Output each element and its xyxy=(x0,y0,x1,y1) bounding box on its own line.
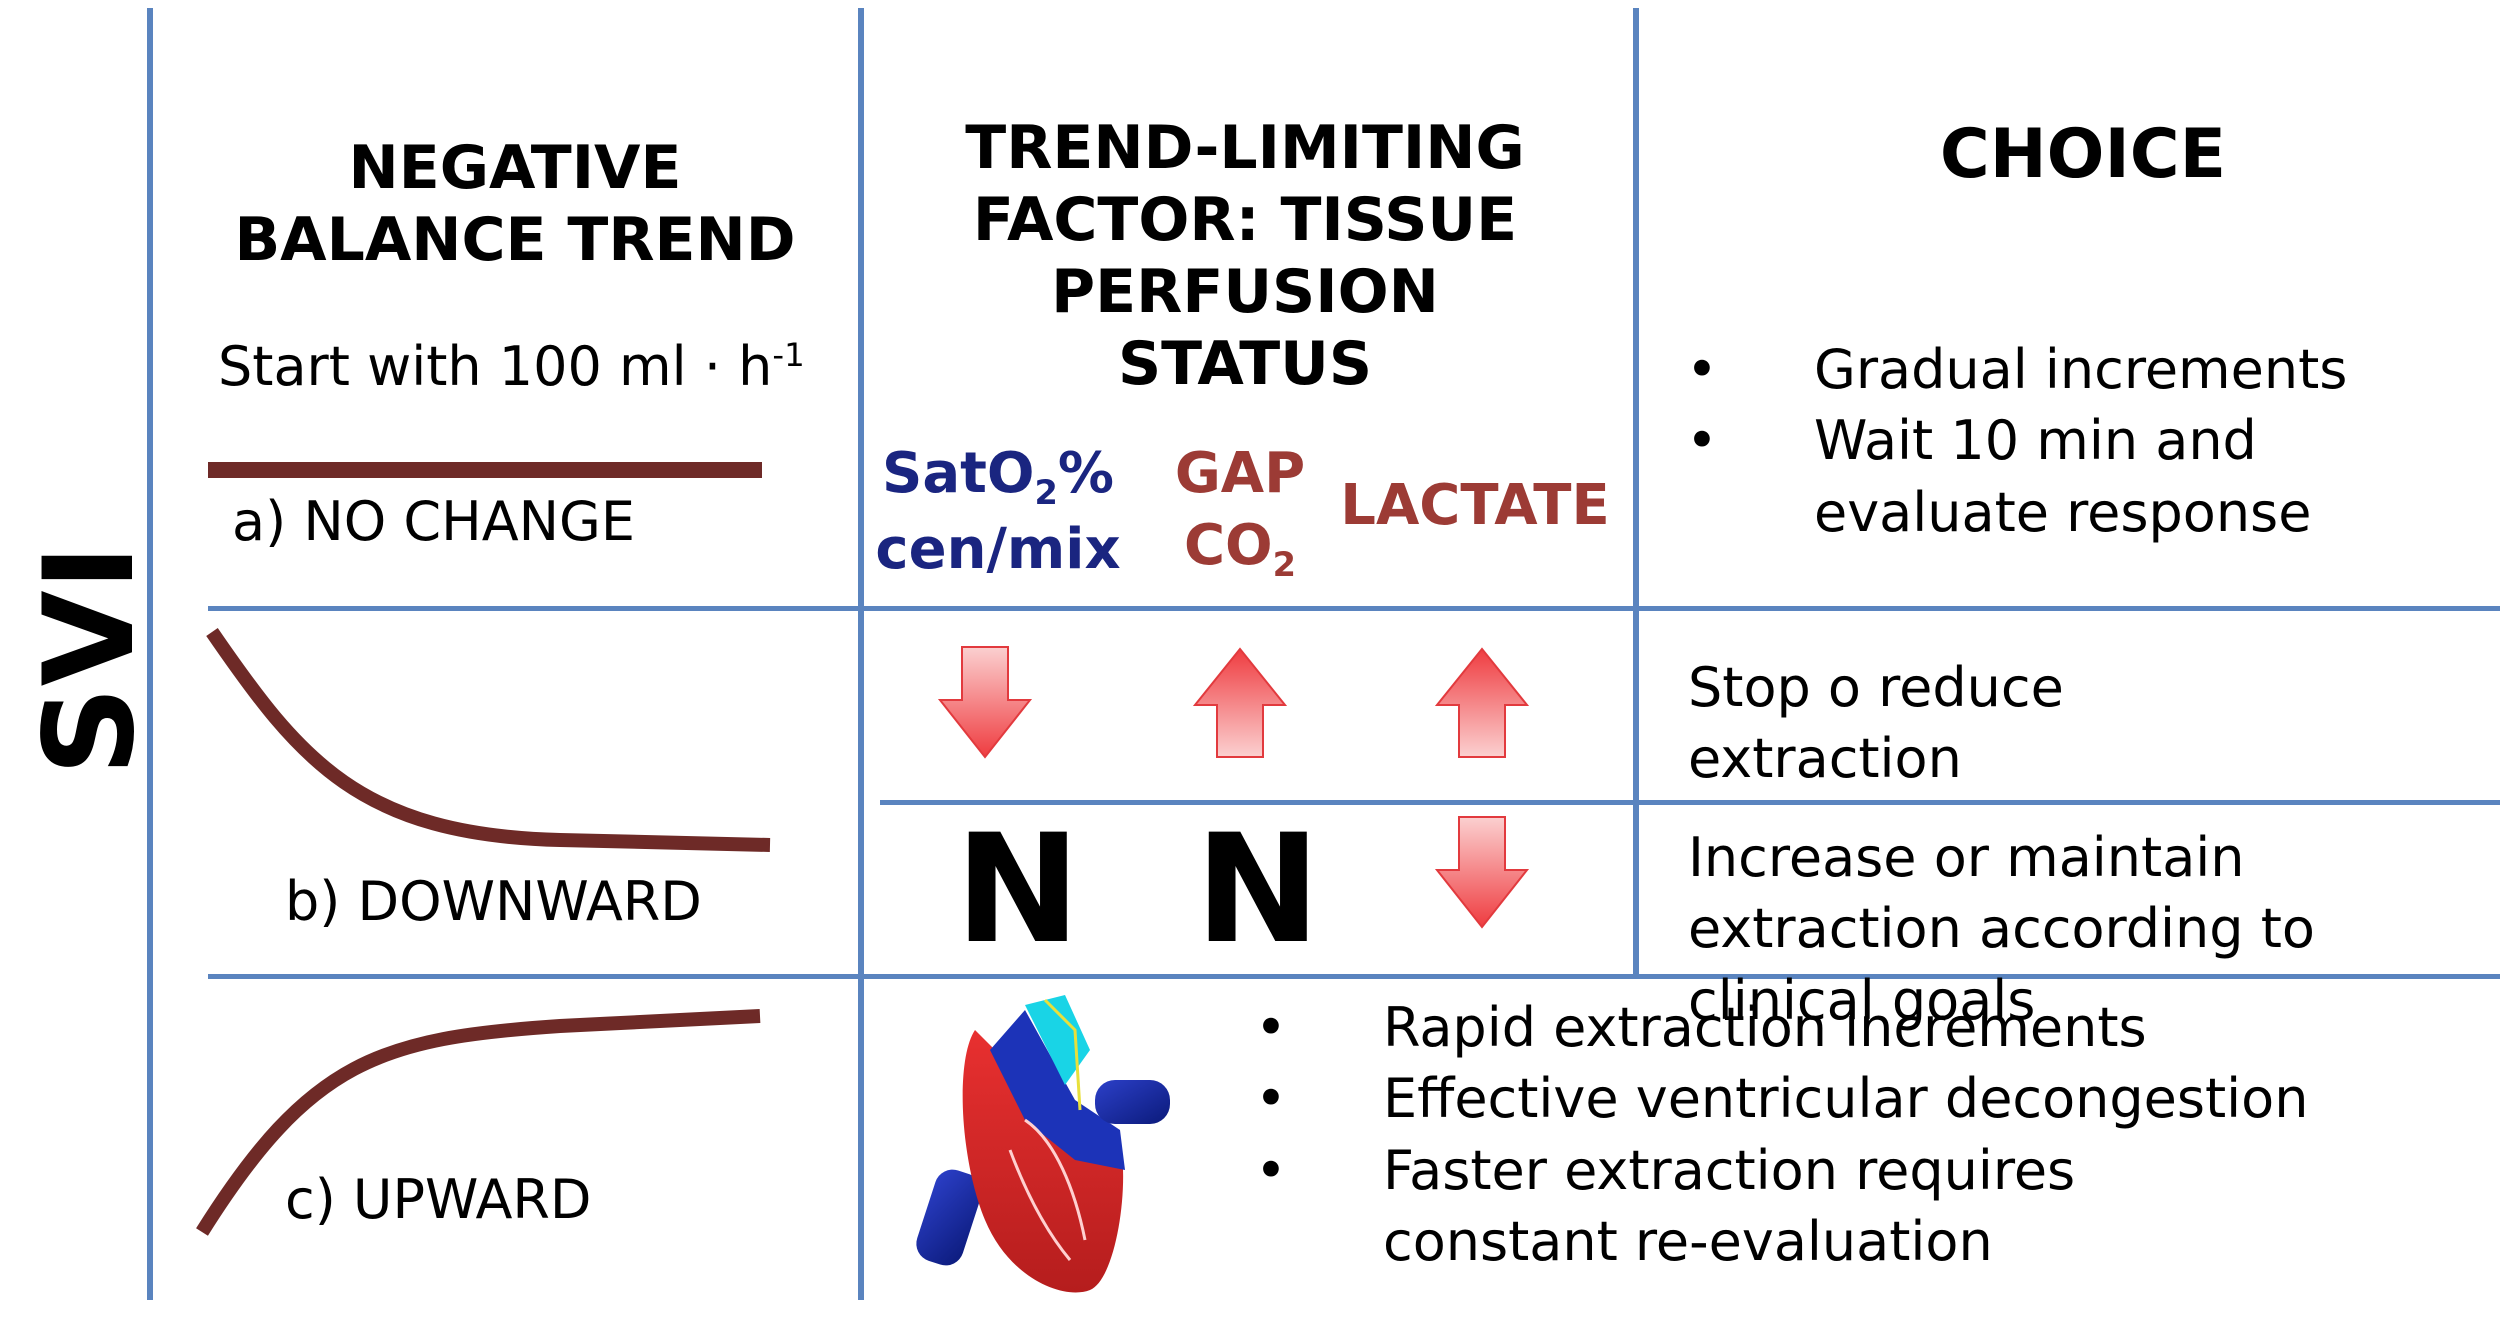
arrow-up-gap-co2 xyxy=(1192,647,1288,758)
header-trend-limiting-factor: TREND-LIMITING FACTOR: TISSUE PERFUSION … xyxy=(965,113,1525,399)
trend-line-downward xyxy=(206,628,771,852)
start-note: Start with 100 ml · h-1 xyxy=(218,335,805,398)
factor-sato2: SatO2% cen/mix xyxy=(875,441,1121,583)
list-item: Rapid extraction increments xyxy=(1255,992,2485,1064)
start-note-text: Start with 100 ml · h xyxy=(218,335,773,398)
grid-row-divider-2 xyxy=(880,800,2500,805)
trend-label-downward: b) DOWNWARD xyxy=(285,870,702,933)
grid-line-left xyxy=(147,8,153,1300)
header-choice: CHOICE xyxy=(1939,115,2227,194)
choice-list-no-change: Gradual increments Wait 10 min and evalu… xyxy=(1686,334,2486,548)
arrow-down-lactate xyxy=(1434,816,1530,929)
svi-axis-label: SVI xyxy=(18,544,162,776)
arrow-down-sato2 xyxy=(937,646,1033,759)
trend-label-no-change: a) NO CHANGE xyxy=(232,490,635,553)
list-item: Effective ventricular decongestion xyxy=(1255,1063,2485,1135)
list-item: Gradual increments xyxy=(1686,334,2486,406)
choice-list-upward: Rapid extraction increments Effective ve… xyxy=(1255,992,2485,1277)
grid-row-divider-3 xyxy=(208,974,2500,979)
factor-gap-co2: GAP CO2 xyxy=(1174,441,1306,584)
arrow-up-lactate xyxy=(1434,647,1530,758)
grid-line-middle xyxy=(858,8,864,1300)
list-item: Wait 10 min and evaluate response xyxy=(1686,405,2486,548)
trend-label-upward: c) UPWARD xyxy=(285,1168,592,1231)
choice-downward-abnormal: Stop o reduce extraction xyxy=(1688,656,2064,791)
heart-illustration xyxy=(916,995,1170,1293)
list-item: Faster extraction requires constant re-e… xyxy=(1255,1135,2163,1278)
start-note-superscript: -1 xyxy=(772,336,805,374)
grid-line-right xyxy=(1633,8,1639,978)
grid-row-divider-1 xyxy=(208,606,2500,611)
header-negative-balance-trend: NEGATIVE BALANCE TREND xyxy=(234,133,796,275)
normal-indicator-gap-co2: N xyxy=(1195,803,1321,977)
normal-indicator-sato2: N xyxy=(955,803,1081,977)
factor-lactate: LACTATE xyxy=(1340,473,1610,538)
